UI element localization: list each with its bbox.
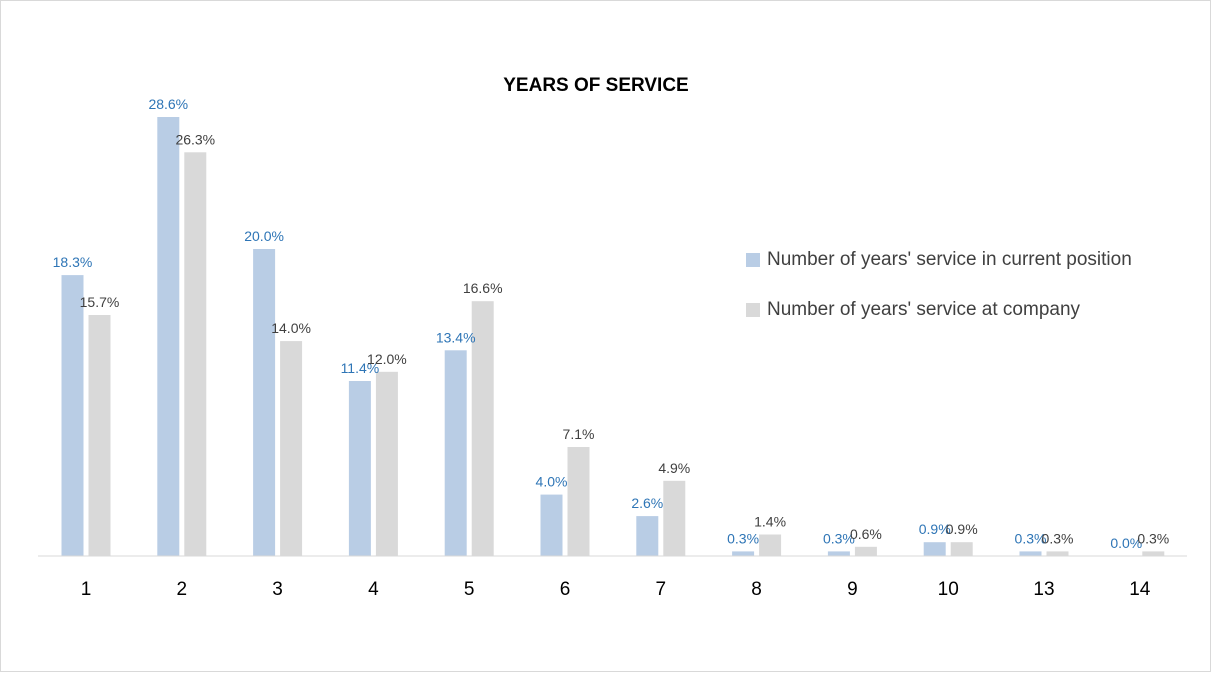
legend-item-current-position: Number of years' service in current posi… [746,247,1132,273]
data-label-number-of-years-service-at-company-4: 12.0% [367,351,407,367]
data-label-number-of-years-service-in-current-position-9: 0.3% [823,530,855,546]
data-label-number-of-years-service-in-current-position-5: 13.4% [436,329,476,345]
data-label-number-of-years-service-at-company-9: 0.6% [850,526,882,542]
data-label-number-of-years-service-at-company-7: 4.9% [658,460,690,476]
data-label-number-of-years-service-in-current-position-14: 0.0% [1110,535,1142,551]
bar-number-of-years-service-at-company-4 [375,371,398,556]
legend: Number of years' service in current posi… [746,247,1132,347]
bar-number-of-years-service-at-company-7 [663,480,686,556]
legend-swatch-at-company [746,303,760,317]
x-tick-label-8: 8 [751,579,762,600]
x-tick-label-14: 14 [1129,579,1151,600]
bar-number-of-years-service-in-current-position-8 [732,551,755,556]
legend-swatch-current-position [746,253,760,267]
data-label-number-of-years-service-at-company-2: 26.3% [175,131,215,147]
bar-number-of-years-service-at-company-1 [88,315,111,556]
bar-number-of-years-service-in-current-position-10 [923,542,946,556]
x-tick-label-6: 6 [560,579,571,600]
bar-number-of-years-service-in-current-position-5 [444,350,467,556]
data-label-number-of-years-service-in-current-position-4: 11.4% [341,360,380,376]
data-label-number-of-years-service-at-company-10: 0.9% [946,521,978,537]
x-tick-label-4: 4 [368,579,379,600]
bar-number-of-years-service-at-company-14 [1142,551,1165,556]
bar-number-of-years-service-in-current-position-6 [540,494,563,556]
data-labels-layer: 18.3% 15.7% 28.6% 26.3% 20.0% 14.0% 11.4%12.0%… [53,96,1170,551]
x-tick-label-10: 10 [938,579,959,600]
data-label-number-of-years-service-in-current-position-7: 2.6% [631,495,663,511]
bar-number-of-years-service-at-company-9 [854,546,877,556]
bar-number-of-years-service-at-company-6 [567,447,590,556]
bar-number-of-years-service-in-current-position-4 [348,381,371,556]
data-label-number-of-years-service-at-company-6: 7.1% [563,426,595,442]
bar-number-of-years-service-in-current-position-1 [61,275,84,556]
x-tick-label-1: 1 [81,579,92,600]
data-label-number-of-years-service-in-current-position-13: 0.3% [1015,530,1047,546]
legend-label-current-position: Number of years' service in current posi… [767,249,1132,270]
x-tick-label-3: 3 [272,579,283,600]
bar-number-of-years-service-at-company-5 [471,301,494,556]
legend-label-at-company: Number of years' service at company [767,299,1081,320]
bar-number-of-years-service-at-company-10 [950,542,973,556]
bar-number-of-years-service-at-company-2 [184,152,207,557]
bar-number-of-years-service-in-current-position-9 [827,551,850,556]
data-label-number-of-years-service-in-current-position-1: 18.3% [53,254,93,270]
data-label-number-of-years-service-in-current-position-6: 4.0% [536,474,568,490]
chart-title: YEARS OF SERVICE [503,75,688,96]
bar-number-of-years-service-at-company-13 [1046,551,1069,556]
bar-number-of-years-service-at-company-3 [280,341,303,556]
bar-number-of-years-service-in-current-position-2 [157,117,180,556]
data-label-number-of-years-service-at-company-8: 1.4% [754,514,786,530]
x-tick-label-7: 7 [656,579,667,600]
data-label-number-of-years-service-at-company-14: 0.3% [1137,530,1169,546]
data-label-number-of-years-service-in-current-position-3: 20.0% [244,228,284,244]
legend-item-at-company: Number of years' service at company [746,297,1132,323]
data-label-number-of-years-service-at-company-13: 0.3% [1042,530,1074,546]
data-label-number-of-years-service-at-company-5: 16.6% [463,280,503,296]
bars-layer [61,117,1165,557]
bar-number-of-years-service-at-company-8 [759,534,782,556]
bar-number-of-years-service-in-current-position-13 [1019,551,1042,556]
data-label-number-of-years-service-in-current-position-10: 0.9% [919,521,951,537]
x-tick-label-5: 5 [464,579,475,600]
bar-number-of-years-service-in-current-position-3 [253,249,276,556]
data-label-number-of-years-service-at-company-3: 14.0% [271,320,311,336]
x-tick-label-13: 13 [1033,579,1054,600]
data-label-number-of-years-service-in-current-position-2: 28.6% [148,96,188,112]
data-label-number-of-years-service-at-company-1: 15.7% [80,294,120,310]
x-tick-label-2: 2 [177,579,188,600]
bar-number-of-years-service-in-current-position-7 [636,516,659,556]
x-tick-labels-layer: 1 2 3 4 5 6 7 8 9 10 13 14 [81,579,1151,600]
data-label-number-of-years-service-in-current-position-8: 0.3% [727,530,759,546]
x-tick-label-9: 9 [847,579,858,600]
